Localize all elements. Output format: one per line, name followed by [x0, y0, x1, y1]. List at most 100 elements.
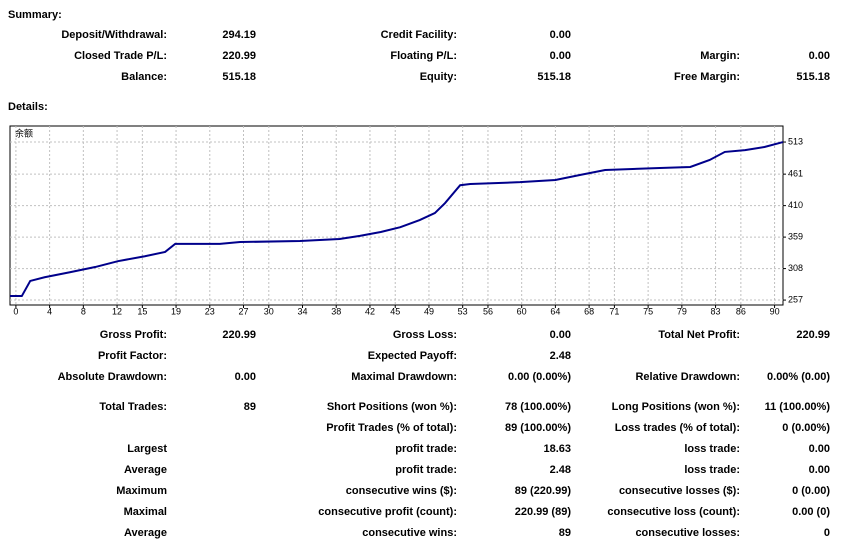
x-tick-label: 8: [81, 306, 86, 316]
field-value: 220.99: [222, 50, 256, 62]
y-tick-label: 410: [788, 200, 803, 210]
field-value: 11 (100.00%): [764, 401, 830, 413]
x-tick-label: 27: [238, 306, 248, 316]
field-value: 0.00: [808, 50, 830, 62]
field-value: 0: [823, 527, 830, 539]
field-label: consecutive wins:: [362, 527, 457, 539]
field-label: profit trade:: [395, 464, 457, 476]
y-tick-label: 257: [788, 294, 803, 304]
plot-frame: [9, 125, 784, 306]
field-label: Profit Trades (% of total):: [326, 422, 457, 434]
field-label: Total Trades:: [99, 401, 167, 413]
field-value: 89: [243, 401, 256, 413]
x-tick-label: 90: [770, 306, 780, 316]
legend-label: 余额: [15, 127, 33, 138]
field-value: 220.99: [796, 329, 830, 341]
field-value: 0.00: [808, 464, 830, 476]
field-value: 0 (0.00): [792, 485, 830, 497]
x-tick-label: 42: [365, 306, 375, 316]
x-tick-label: 75: [643, 306, 653, 316]
x-tick-label: 45: [390, 306, 400, 316]
field-label: Balance:: [121, 71, 167, 83]
section-title: Summary:: [8, 9, 62, 21]
x-tick-label: 83: [711, 306, 721, 316]
field-label: consecutive losses:: [635, 527, 740, 539]
field-label: consecutive losses ($):: [618, 485, 740, 497]
x-tick-label: 53: [458, 306, 468, 316]
field-label: Average: [123, 527, 167, 539]
field-value: 515.18: [537, 71, 571, 83]
field-label: Short Positions (won %):: [326, 401, 457, 413]
field-label: Maximum: [116, 485, 167, 497]
x-tick-label: 0: [13, 306, 18, 316]
x-tick-label: 71: [609, 306, 619, 316]
field-label: Loss trades (% of total):: [614, 422, 740, 434]
balance-line: [10, 141, 784, 298]
field-label: profit trade:: [395, 443, 457, 455]
field-value: 0.00: [808, 443, 830, 455]
field-label: consecutive profit (count):: [318, 506, 457, 518]
x-tick-label: 12: [112, 306, 122, 316]
x-tick-label: 15: [137, 306, 147, 316]
field-label: Closed Trade P/L:: [74, 50, 167, 62]
field-label: loss trade:: [684, 443, 740, 455]
field-value: 220.99: [222, 329, 256, 341]
field-value: 18.63: [543, 443, 571, 455]
field-value: 2.48: [549, 464, 571, 476]
x-tick-label: 64: [550, 306, 560, 316]
x-tick-label: 30: [264, 306, 274, 316]
field-label: Total Net Profit:: [658, 329, 740, 341]
section-title: Details:: [8, 101, 48, 113]
field-value: 0.00: [234, 371, 256, 383]
field-label: Credit Facility:: [380, 29, 457, 41]
field-label: Long Positions (won %):: [611, 401, 740, 413]
field-value: 0.00 (0): [792, 506, 830, 518]
field-label: Gross Profit:: [99, 329, 167, 341]
field-label: Free Margin:: [673, 71, 740, 83]
x-tick-label: 23: [205, 306, 215, 316]
field-value: 515.18: [796, 71, 830, 83]
field-label: Deposit/Withdrawal:: [61, 29, 167, 41]
field-value: 78 (100.00%): [504, 401, 571, 413]
x-tick-label: 19: [171, 306, 181, 316]
field-label: Equity:: [419, 71, 457, 83]
field-label: loss trade:: [684, 464, 740, 476]
x-tick-label: 79: [677, 306, 687, 316]
field-label: Floating P/L:: [390, 50, 457, 62]
field-value: 0 (0.00%): [782, 422, 830, 434]
field-value: 220.99 (89): [514, 506, 571, 518]
field-value: 0.00: [549, 29, 571, 41]
field-label: consecutive wins ($):: [345, 485, 457, 497]
field-label: Relative Drawdown:: [635, 371, 740, 383]
x-tick-label: 38: [331, 306, 341, 316]
field-label: Gross Loss:: [392, 329, 457, 341]
x-tick-label: 34: [298, 306, 308, 316]
x-tick-label: 60: [517, 306, 527, 316]
x-tick-label: 4: [47, 306, 52, 316]
field-value: 0.00 (0.00%): [508, 371, 571, 383]
field-value: 89: [558, 527, 571, 539]
field-value: 294.19: [222, 29, 256, 41]
field-label: Profit Factor:: [97, 350, 167, 362]
field-value: 89 (100.00%): [504, 422, 571, 434]
field-label: consecutive loss (count):: [607, 506, 740, 518]
y-tick-label: 461: [788, 169, 803, 179]
y-tick-label: 308: [788, 263, 803, 273]
field-label: Largest: [127, 443, 167, 455]
x-tick-label: 86: [736, 306, 746, 316]
field-value: 0.00% (0.00): [767, 371, 830, 383]
y-tick-label: 359: [788, 231, 803, 241]
field-label: Average: [123, 464, 167, 476]
field-value: 515.18: [222, 71, 256, 83]
x-tick-label: 56: [483, 306, 493, 316]
field-value: 0.00: [549, 50, 571, 62]
x-tick-label: 49: [424, 306, 434, 316]
field-label: Maximal: [123, 506, 167, 518]
field-label: Margin:: [700, 50, 740, 62]
field-value: 0.00: [549, 329, 571, 341]
field-value: 2.48: [549, 350, 571, 362]
field-value: 89 (220.99): [514, 485, 571, 497]
field-label: Absolute Drawdown:: [57, 371, 167, 383]
